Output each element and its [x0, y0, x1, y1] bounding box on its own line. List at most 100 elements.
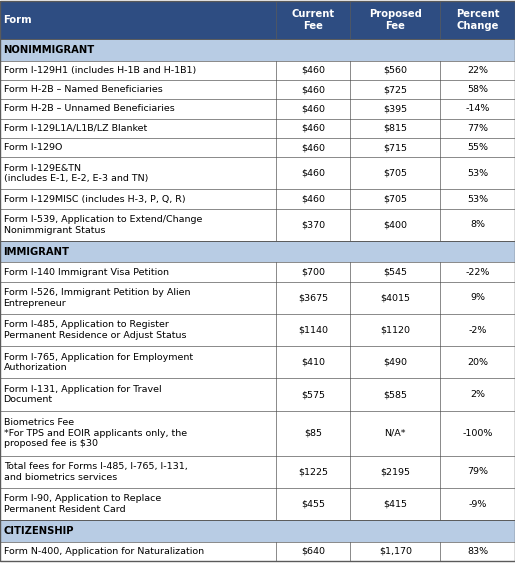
Bar: [0, 61, 515, 80]
Bar: [0, 39, 515, 61]
Bar: [0, 263, 515, 282]
Bar: [0, 80, 515, 99]
Text: Form I-129H1 (includes H-1B and H-1B1): Form I-129H1 (includes H-1B and H-1B1): [4, 66, 196, 75]
Text: $560: $560: [383, 66, 407, 75]
Text: $460: $460: [301, 105, 325, 114]
Text: Form I-526, Immigrant Petition by Alien
Entrepreneur: Form I-526, Immigrant Petition by Alien …: [4, 288, 190, 307]
Bar: [0, 379, 515, 410]
Bar: [0, 314, 515, 346]
Text: $460: $460: [301, 124, 325, 133]
Bar: [0, 410, 515, 456]
Text: $585: $585: [383, 390, 407, 399]
Bar: [0, 241, 515, 263]
Text: Form H-2B – Unnamed Beneficiaries: Form H-2B – Unnamed Beneficiaries: [4, 105, 175, 114]
Text: $415: $415: [383, 500, 407, 508]
Text: Form I-90, Application to Replace
Permanent Resident Card: Form I-90, Application to Replace Perman…: [4, 494, 161, 514]
Bar: [0, 520, 515, 542]
Bar: [0, 379, 515, 410]
Text: $640: $640: [301, 547, 325, 556]
Text: NONIMMIGRANT: NONIMMIGRANT: [4, 45, 95, 55]
Text: 55%: 55%: [467, 143, 488, 152]
Text: Form I-539, Application to Extend/Change
Nonimmigrant Status: Form I-539, Application to Extend/Change…: [4, 215, 202, 235]
Text: $460: $460: [301, 85, 325, 94]
Text: $400: $400: [383, 220, 407, 229]
Bar: [0, 157, 515, 190]
Bar: [0, 314, 515, 346]
Text: Form I-129O: Form I-129O: [4, 143, 62, 152]
Text: $1140: $1140: [298, 325, 328, 335]
Text: 8%: 8%: [470, 220, 485, 229]
Text: $460: $460: [301, 169, 325, 178]
Bar: [0, 282, 515, 314]
Text: Form I-129L1A/L1B/LZ Blanket: Form I-129L1A/L1B/LZ Blanket: [4, 124, 147, 133]
Text: $725: $725: [383, 85, 407, 94]
Bar: [0, 542, 515, 561]
Text: 22%: 22%: [467, 66, 488, 75]
Text: -2%: -2%: [469, 325, 487, 335]
Text: 79%: 79%: [467, 468, 488, 477]
Text: $1,170: $1,170: [379, 547, 412, 556]
Bar: [0, 99, 515, 119]
Text: $705: $705: [383, 169, 407, 178]
Text: 2%: 2%: [470, 390, 485, 399]
Text: Form H-2B – Named Beneficiaries: Form H-2B – Named Beneficiaries: [4, 85, 162, 94]
Bar: [0, 346, 515, 379]
Text: Form I-140 Immigrant Visa Petition: Form I-140 Immigrant Visa Petition: [4, 268, 168, 277]
Text: -9%: -9%: [469, 500, 487, 508]
Text: $455: $455: [301, 500, 325, 508]
Text: 53%: 53%: [467, 195, 488, 204]
Text: Biometrics Fee
*For TPS and EOIR applicants only, the
proposed fee is $30: Biometrics Fee *For TPS and EOIR applica…: [4, 418, 187, 448]
Text: Form I-131, Application for Travel
Document: Form I-131, Application for Travel Docum…: [4, 385, 161, 404]
Bar: [0, 80, 515, 99]
Text: Form: Form: [4, 15, 32, 25]
Text: Form N-400, Application for Naturalization: Form N-400, Application for Naturalizati…: [4, 547, 204, 556]
Text: $370: $370: [301, 220, 325, 229]
Text: -22%: -22%: [466, 268, 490, 277]
Bar: [0, 520, 515, 542]
Bar: [0, 119, 515, 138]
Text: $85: $85: [304, 428, 322, 438]
Bar: [0, 282, 515, 314]
Text: $395: $395: [383, 105, 407, 114]
Text: $460: $460: [301, 143, 325, 152]
Text: 20%: 20%: [467, 358, 488, 367]
Bar: [0, 1, 515, 39]
Bar: [0, 241, 515, 263]
Bar: [0, 488, 515, 520]
Bar: [0, 209, 515, 241]
Text: Form I-765, Application for Employment
Authorization: Form I-765, Application for Employment A…: [4, 353, 193, 372]
Bar: [0, 39, 515, 61]
Bar: [0, 346, 515, 379]
Text: $575: $575: [301, 390, 325, 399]
Text: $410: $410: [301, 358, 325, 367]
Text: $460: $460: [301, 195, 325, 204]
Bar: [0, 138, 515, 157]
Text: $700: $700: [301, 268, 325, 277]
Bar: [0, 488, 515, 520]
Text: Current
Fee: Current Fee: [291, 9, 334, 31]
Text: 9%: 9%: [470, 293, 485, 302]
Bar: [0, 456, 515, 488]
Text: Proposed
Fee: Proposed Fee: [369, 9, 422, 31]
Text: Total fees for Forms I-485, I-765, I-131,
and biometrics services: Total fees for Forms I-485, I-765, I-131…: [4, 462, 187, 482]
Bar: [0, 410, 515, 456]
Text: 77%: 77%: [467, 124, 488, 133]
Bar: [0, 190, 515, 209]
Text: -100%: -100%: [462, 428, 493, 438]
Text: 53%: 53%: [467, 169, 488, 178]
Bar: [0, 138, 515, 157]
Bar: [0, 263, 515, 282]
Bar: [0, 99, 515, 119]
Text: $815: $815: [383, 124, 407, 133]
Text: CITIZENSHIP: CITIZENSHIP: [4, 526, 74, 536]
Text: 58%: 58%: [467, 85, 488, 94]
Bar: [0, 190, 515, 209]
Bar: [0, 542, 515, 561]
Text: $545: $545: [383, 268, 407, 277]
Text: $705: $705: [383, 195, 407, 204]
Text: IMMIGRANT: IMMIGRANT: [4, 247, 70, 257]
Text: Form I-485, Application to Register
Permanent Residence or Adjust Status: Form I-485, Application to Register Perm…: [4, 320, 186, 340]
Text: -14%: -14%: [466, 105, 490, 114]
Text: 83%: 83%: [467, 547, 488, 556]
Text: Form I-129MISC (includes H-3, P, Q, R): Form I-129MISC (includes H-3, P, Q, R): [4, 195, 185, 204]
